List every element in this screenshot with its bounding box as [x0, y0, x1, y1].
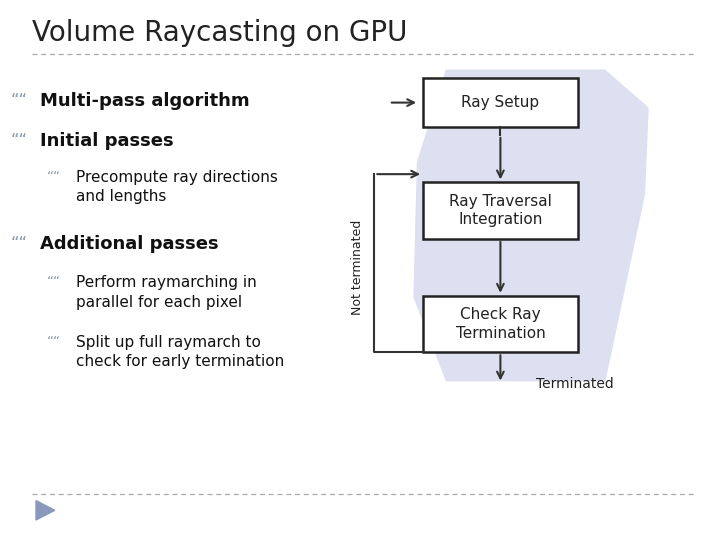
Text: Split up full raymarch to
check for early termination: Split up full raymarch to check for earl… [76, 335, 284, 369]
Polygon shape [36, 501, 55, 520]
Text: Additional passes: Additional passes [40, 235, 218, 253]
Text: ““: ““ [47, 275, 60, 289]
Text: ““: ““ [47, 335, 60, 349]
Text: ““: ““ [11, 92, 28, 110]
FancyBboxPatch shape [423, 78, 577, 127]
Text: Volume Raycasting on GPU: Volume Raycasting on GPU [32, 19, 408, 47]
Text: Ray Setup: Ray Setup [462, 95, 539, 110]
Text: Not terminated: Not terminated [351, 220, 364, 315]
Text: Multi-pass algorithm: Multi-pass algorithm [40, 92, 249, 110]
Text: Perform raymarching in
parallel for each pixel: Perform raymarching in parallel for each… [76, 275, 256, 309]
Text: ““: ““ [11, 132, 28, 150]
Text: Terminated: Terminated [536, 377, 614, 392]
FancyBboxPatch shape [423, 296, 577, 352]
Text: Initial passes: Initial passes [40, 132, 174, 150]
Text: Check Ray
Termination: Check Ray Termination [456, 307, 545, 341]
Text: ““: ““ [47, 170, 60, 184]
Text: ““: ““ [11, 235, 28, 253]
FancyBboxPatch shape [423, 183, 577, 239]
Text: Ray Traversal
Integration: Ray Traversal Integration [449, 194, 552, 227]
Text: Precompute ray directions
and lengths: Precompute ray directions and lengths [76, 170, 277, 204]
Polygon shape [414, 70, 648, 381]
